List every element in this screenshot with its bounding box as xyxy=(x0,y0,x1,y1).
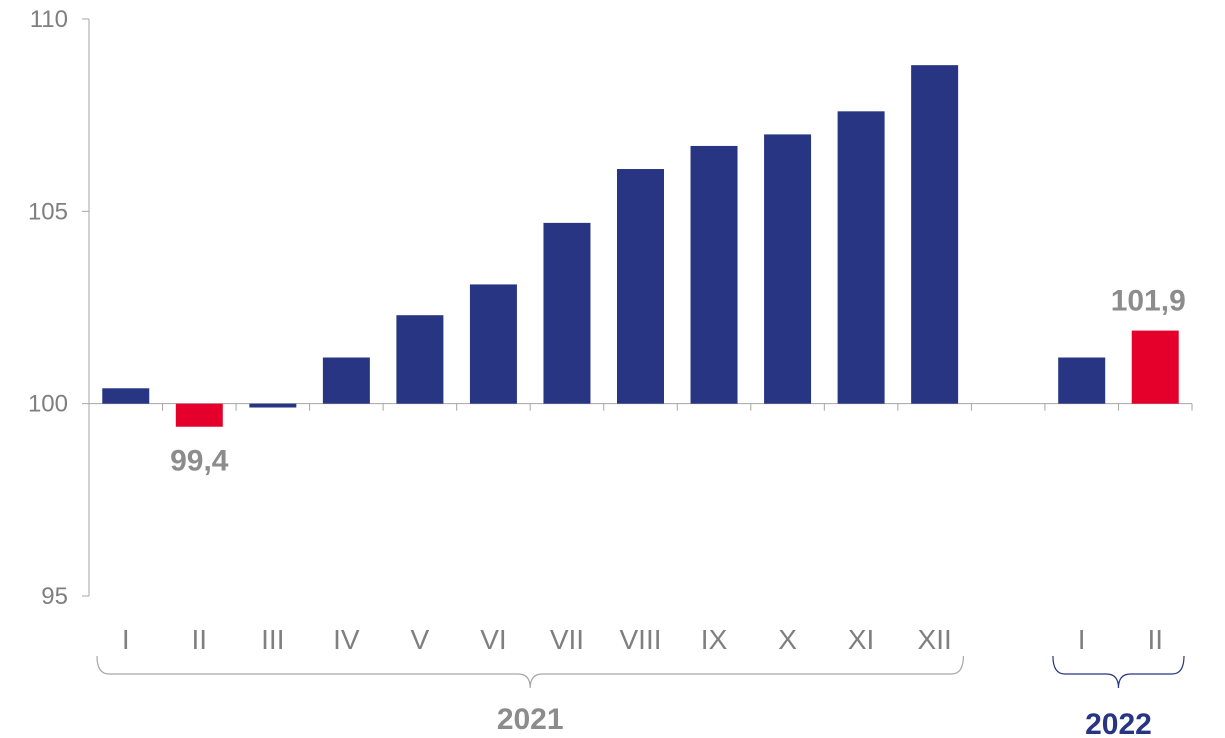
group-brace xyxy=(1052,655,1185,689)
category-label: I xyxy=(1078,624,1086,655)
category-label: I xyxy=(122,624,130,655)
y-tick-label: 95 xyxy=(41,583,68,610)
bar-10 xyxy=(837,111,885,404)
category-label: II xyxy=(192,624,208,655)
data-label: 99,4 xyxy=(170,445,229,478)
category-label: IX xyxy=(701,624,728,655)
bar-0 xyxy=(102,388,150,404)
category-label: XI xyxy=(848,624,874,655)
category-label: VI xyxy=(480,624,506,655)
category-label: XII xyxy=(918,624,952,655)
year-groups: 2021 2022 xyxy=(96,655,1185,738)
bar-8 xyxy=(690,145,738,404)
y-tick-label: 110 xyxy=(30,6,68,33)
category-label: II xyxy=(1147,624,1163,655)
bar-14 xyxy=(1131,330,1179,404)
category-label: IV xyxy=(333,624,360,655)
bar-11 xyxy=(911,65,959,404)
bar-2 xyxy=(249,403,297,408)
bar-1 xyxy=(175,403,223,427)
data-label: 101,9 xyxy=(1111,285,1186,318)
bar-3 xyxy=(322,357,370,404)
category-label: X xyxy=(778,624,797,655)
bar-9 xyxy=(764,134,812,404)
group-brace xyxy=(96,655,964,689)
bar-5 xyxy=(469,284,517,404)
data-labels: 99,4 101,9 xyxy=(170,285,1186,478)
bar-4 xyxy=(396,315,444,404)
category-labels: I II III IV V VI VII VIII IX X XI XII I II xyxy=(122,624,1163,655)
y-axis: 95 100 105 110 xyxy=(28,6,90,610)
y-tick-label: 100 xyxy=(28,391,68,418)
category-label: VII xyxy=(550,624,584,655)
year-label: 2021 xyxy=(497,703,564,736)
year-label: 2022 xyxy=(1085,708,1152,738)
bar-6 xyxy=(543,222,591,404)
category-label: VIII xyxy=(619,624,661,655)
bar-7 xyxy=(617,169,664,404)
y-tick-label: 105 xyxy=(28,198,68,225)
category-label: III xyxy=(261,624,284,655)
category-label: V xyxy=(411,624,430,655)
bar-13 xyxy=(1058,357,1106,404)
bars xyxy=(102,65,1179,427)
